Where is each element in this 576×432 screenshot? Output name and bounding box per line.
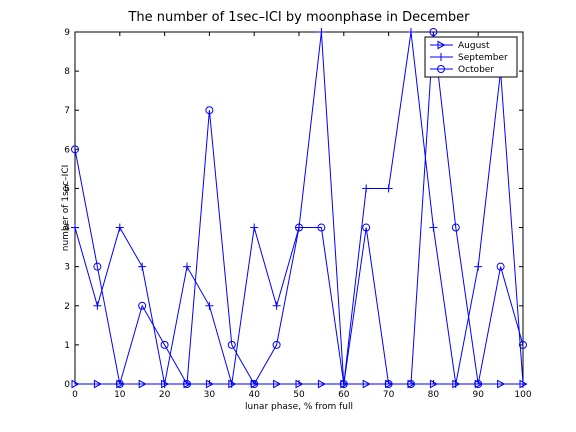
x-axis-label: lunar phase, % from full — [245, 402, 353, 412]
data-point — [362, 223, 371, 232]
data-point — [71, 379, 80, 389]
data-point — [115, 380, 124, 388]
legend-marker — [437, 65, 445, 73]
y-tick-label: 3 — [64, 263, 70, 273]
x-tick-label: 50 — [293, 390, 305, 400]
x-tick-label: 10 — [114, 390, 126, 400]
data-point — [339, 380, 348, 388]
data-point — [295, 223, 303, 232]
data-point — [429, 28, 438, 36]
data-point — [273, 379, 282, 389]
series-line — [74, 31, 524, 385]
y-tick-label: 1 — [64, 341, 70, 351]
data-point — [138, 262, 147, 271]
data-point — [317, 379, 326, 389]
data-point — [93, 379, 102, 389]
data-point — [474, 262, 483, 271]
data-point — [474, 380, 483, 388]
chart-title: The number of 1sec–ICI by moonphase in D… — [128, 10, 470, 25]
data-point — [384, 184, 393, 193]
series-line — [74, 31, 524, 386]
x-tick-label: 20 — [159, 390, 171, 400]
data-point — [227, 380, 236, 388]
x-tick-label: 40 — [248, 390, 260, 400]
data-point — [71, 223, 79, 232]
series-october — [71, 28, 527, 388]
data-point — [250, 380, 259, 388]
data-point — [138, 301, 147, 310]
x-tick-label: 100 — [514, 390, 531, 400]
data-point — [205, 379, 214, 389]
data-point — [429, 223, 438, 232]
series-september — [71, 28, 527, 388]
x-tick-label: 30 — [204, 390, 216, 400]
data-point — [451, 223, 460, 232]
data-point — [138, 379, 147, 389]
data-point — [295, 379, 304, 389]
data-point — [429, 379, 438, 389]
data-point — [272, 301, 281, 310]
x-tick-label: 0 — [72, 390, 78, 400]
data-point — [317, 28, 326, 36]
data-point — [519, 380, 527, 388]
data-point — [497, 379, 506, 389]
data-point — [205, 106, 214, 115]
legend-marker — [437, 53, 445, 61]
data-point — [519, 340, 527, 349]
data-point — [250, 223, 259, 232]
data-point — [227, 340, 236, 349]
data-point — [71, 145, 79, 154]
data-point — [362, 184, 371, 193]
legend-entry: October — [458, 65, 494, 75]
data-point — [205, 301, 214, 310]
data-point — [160, 380, 169, 388]
data-point — [384, 380, 393, 388]
y-tick-label: 8 — [64, 67, 70, 77]
data-point — [183, 380, 191, 388]
data-point — [183, 262, 191, 271]
x-tick-label: 70 — [383, 390, 395, 400]
data-point — [93, 262, 102, 271]
legend-entry: August — [458, 41, 490, 51]
data-point — [407, 28, 415, 36]
y-tick-label: 7 — [64, 106, 70, 116]
x-tick-label: 90 — [472, 390, 484, 400]
data-point — [317, 223, 326, 232]
data-point — [407, 380, 415, 388]
y-tick-label: 9 — [64, 28, 70, 38]
axes-frame — [74, 31, 524, 385]
legend: August September October — [424, 36, 518, 78]
y-tick-label: 0 — [64, 380, 70, 390]
y-tick-label: 5 — [64, 184, 70, 194]
y-axis-label: number of 1sec–ICI — [61, 164, 71, 252]
data-point — [160, 340, 169, 349]
x-tick-label: 80 — [428, 390, 440, 400]
data-point — [451, 380, 460, 388]
data-point — [272, 340, 281, 349]
data-point — [496, 262, 505, 271]
data-point — [93, 301, 102, 310]
legend-marker — [437, 40, 446, 50]
y-tick-label: 6 — [64, 145, 70, 155]
data-point — [115, 223, 124, 232]
data-point — [362, 379, 371, 389]
y-tick-label: 4 — [64, 224, 70, 234]
legend-entry: September — [458, 53, 508, 63]
x-tick-label: 60 — [338, 390, 350, 400]
y-tick-label: 2 — [64, 302, 70, 312]
